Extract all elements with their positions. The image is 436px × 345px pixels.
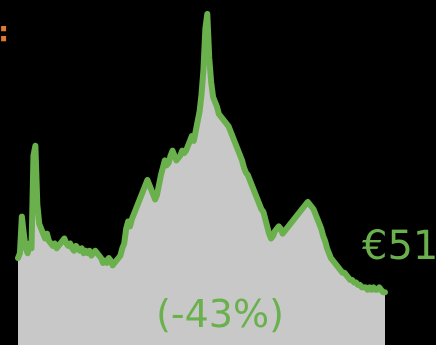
top-mark: :	[0, 18, 9, 46]
chart-series-line	[15, 11, 388, 296]
current-price-label: €51	[362, 223, 436, 269]
percent-change-label: (-43%)	[156, 292, 284, 336]
